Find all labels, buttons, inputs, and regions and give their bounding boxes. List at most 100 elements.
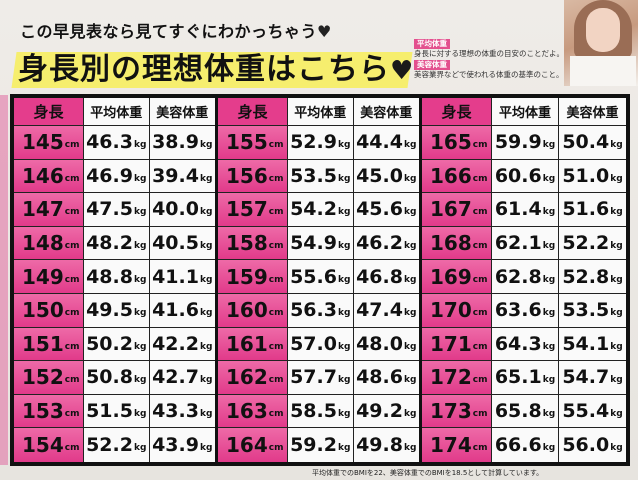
weight-value: 51.0 (562, 164, 610, 187)
height-cell: 169 cm (422, 260, 492, 293)
height-value: 148 (22, 231, 64, 256)
weight-value: 46.9 (86, 164, 133, 187)
beauty-weight-cell: 42.7 kg (150, 361, 216, 394)
intro-text: この早見表なら見てすぐにわかっちゃう♥ (20, 18, 332, 42)
weight-value: 50.4 (562, 131, 610, 154)
height-value: 170 (430, 298, 472, 323)
weight-unit: kg (610, 443, 623, 454)
weight-unit: kg (337, 409, 351, 420)
height-value: 145 (22, 130, 64, 155)
average-weight-cell: 63.6 kg (492, 293, 559, 327)
weight-unit: kg (337, 274, 351, 285)
weight-value: 60.6 (494, 164, 542, 187)
weight-value: 62.8 (494, 265, 542, 288)
weight-unit: kg (199, 375, 213, 386)
note-text-average: 身長に対する理想の体重の目安のことだよ。 (414, 49, 564, 58)
weight-unit: kg (610, 140, 623, 151)
header-beauty: 美容体重 (156, 106, 209, 121)
height-cell: 166 cm (422, 159, 492, 193)
model-photo (564, 0, 638, 86)
height-unit: cm (64, 173, 80, 184)
height-unit: cm (64, 308, 80, 319)
height-unit: cm (64, 241, 80, 252)
weight-value: 40.5 (152, 232, 199, 255)
weight-value: 53.5 (562, 299, 610, 322)
height-cell: 165 cm (422, 126, 492, 159)
table-row: 148 cm 48.2 kg 40.5 kg (14, 226, 215, 261)
height-value: 163 (226, 399, 268, 424)
weight-unit: kg (403, 443, 417, 454)
weight-unit: kg (337, 375, 351, 386)
average-weight-cell: 52.2 kg (84, 428, 150, 462)
header-height: 身長 (422, 98, 492, 125)
weight-unit: kg (133, 241, 147, 252)
weight-value: 39.4 (152, 164, 199, 187)
table-row: 160 cm 56.3 kg 47.4 kg (218, 293, 419, 328)
table-row: 172 cm 65.1 kg 54.7 kg (422, 361, 626, 395)
beauty-weight-cell: 43.9 kg (150, 428, 216, 462)
beauty-weight-cell: 45.0 kg (354, 160, 420, 193)
average-weight-cell: 46.3 kg (84, 126, 150, 159)
height-cell: 171 cm (422, 327, 492, 361)
beauty-weight-cell: 52.2 kg (559, 227, 626, 260)
weight-unit: kg (403, 375, 417, 386)
table-row: 163 cm 58.5 kg 49.2 kg (218, 394, 419, 429)
weight-value: 62.1 (494, 232, 542, 255)
average-weight-cell: 56.3 kg (288, 293, 354, 327)
intro-line: この早見表なら見てすぐにわかっちゃう (20, 22, 318, 41)
weight-unit: kg (403, 241, 417, 252)
weight-value: 51.6 (562, 198, 610, 221)
table-row: 164 cm 59.2 kg 49.8 kg (218, 428, 419, 462)
height-value: 171 (430, 331, 472, 356)
average-weight-cell: 62.8 kg (492, 260, 559, 293)
weight-value: 61.4 (494, 198, 542, 221)
height-cell: 152 cm (14, 361, 84, 394)
height-unit: cm (472, 443, 488, 454)
height-cell: 147 cm (14, 193, 84, 226)
average-weight-cell: 50.2 kg (84, 327, 150, 361)
beauty-weight-cell: 48.6 kg (354, 361, 420, 394)
table-row: 150 cm 49.5 kg 41.6 kg (14, 293, 216, 328)
height-value: 147 (22, 197, 64, 222)
weight-value: 46.2 (356, 232, 403, 255)
weight-value: 52.2 (562, 232, 610, 255)
height-cell: 172 cm (422, 361, 492, 394)
beauty-weight-cell: 41.1 kg (150, 260, 216, 293)
weight-value: 63.6 (494, 299, 542, 322)
table-row: 162 cm 57.7 kg 48.6 kg (218, 361, 419, 395)
height-cell: 148 cm (14, 226, 84, 260)
height-unit: cm (64, 274, 80, 285)
weight-unit: kg (542, 140, 556, 151)
height-unit: cm (268, 409, 284, 420)
beauty-weight-cell: 50.4 kg (559, 126, 626, 159)
note-tag-average: 平均体重 (414, 39, 450, 49)
height-value: 174 (430, 433, 472, 458)
beauty-weight-cell: 41.6 kg (150, 294, 216, 327)
height-cell: 156 cm (218, 159, 288, 193)
height-unit: cm (472, 308, 488, 319)
average-weight-cell: 59.9 kg (492, 126, 559, 159)
weight-value: 56.0 (562, 434, 610, 457)
height-cell: 162 cm (218, 361, 288, 394)
weight-value: 48.6 (356, 366, 403, 389)
model-face (586, 8, 620, 52)
beauty-weight-cell: 54.7 kg (559, 361, 626, 394)
height-cell: 160 cm (218, 293, 288, 327)
weight-unit: kg (337, 443, 351, 454)
average-weight-cell: 52.9 kg (288, 126, 354, 159)
height-cell: 150 cm (14, 293, 84, 327)
weight-value: 52.8 (562, 265, 610, 288)
height-unit: cm (64, 140, 80, 151)
weight-unit: kg (337, 173, 351, 184)
height-unit: cm (64, 341, 80, 352)
title-text: 身長別の理想体重はこちら (18, 52, 390, 87)
weight-value: 52.9 (290, 131, 337, 154)
height-value: 152 (22, 365, 64, 390)
weight-unit: kg (133, 341, 147, 352)
height-cell: 153 cm (14, 394, 84, 428)
weight-unit: kg (199, 308, 213, 319)
height-cell: 154 cm (14, 428, 84, 462)
weight-value: 59.2 (290, 434, 337, 457)
table-block: 身長 平均体重 美容体重 155 cm 52.9 kg 44.4 kg 156 cm 53.5 kg 45… (218, 98, 422, 462)
